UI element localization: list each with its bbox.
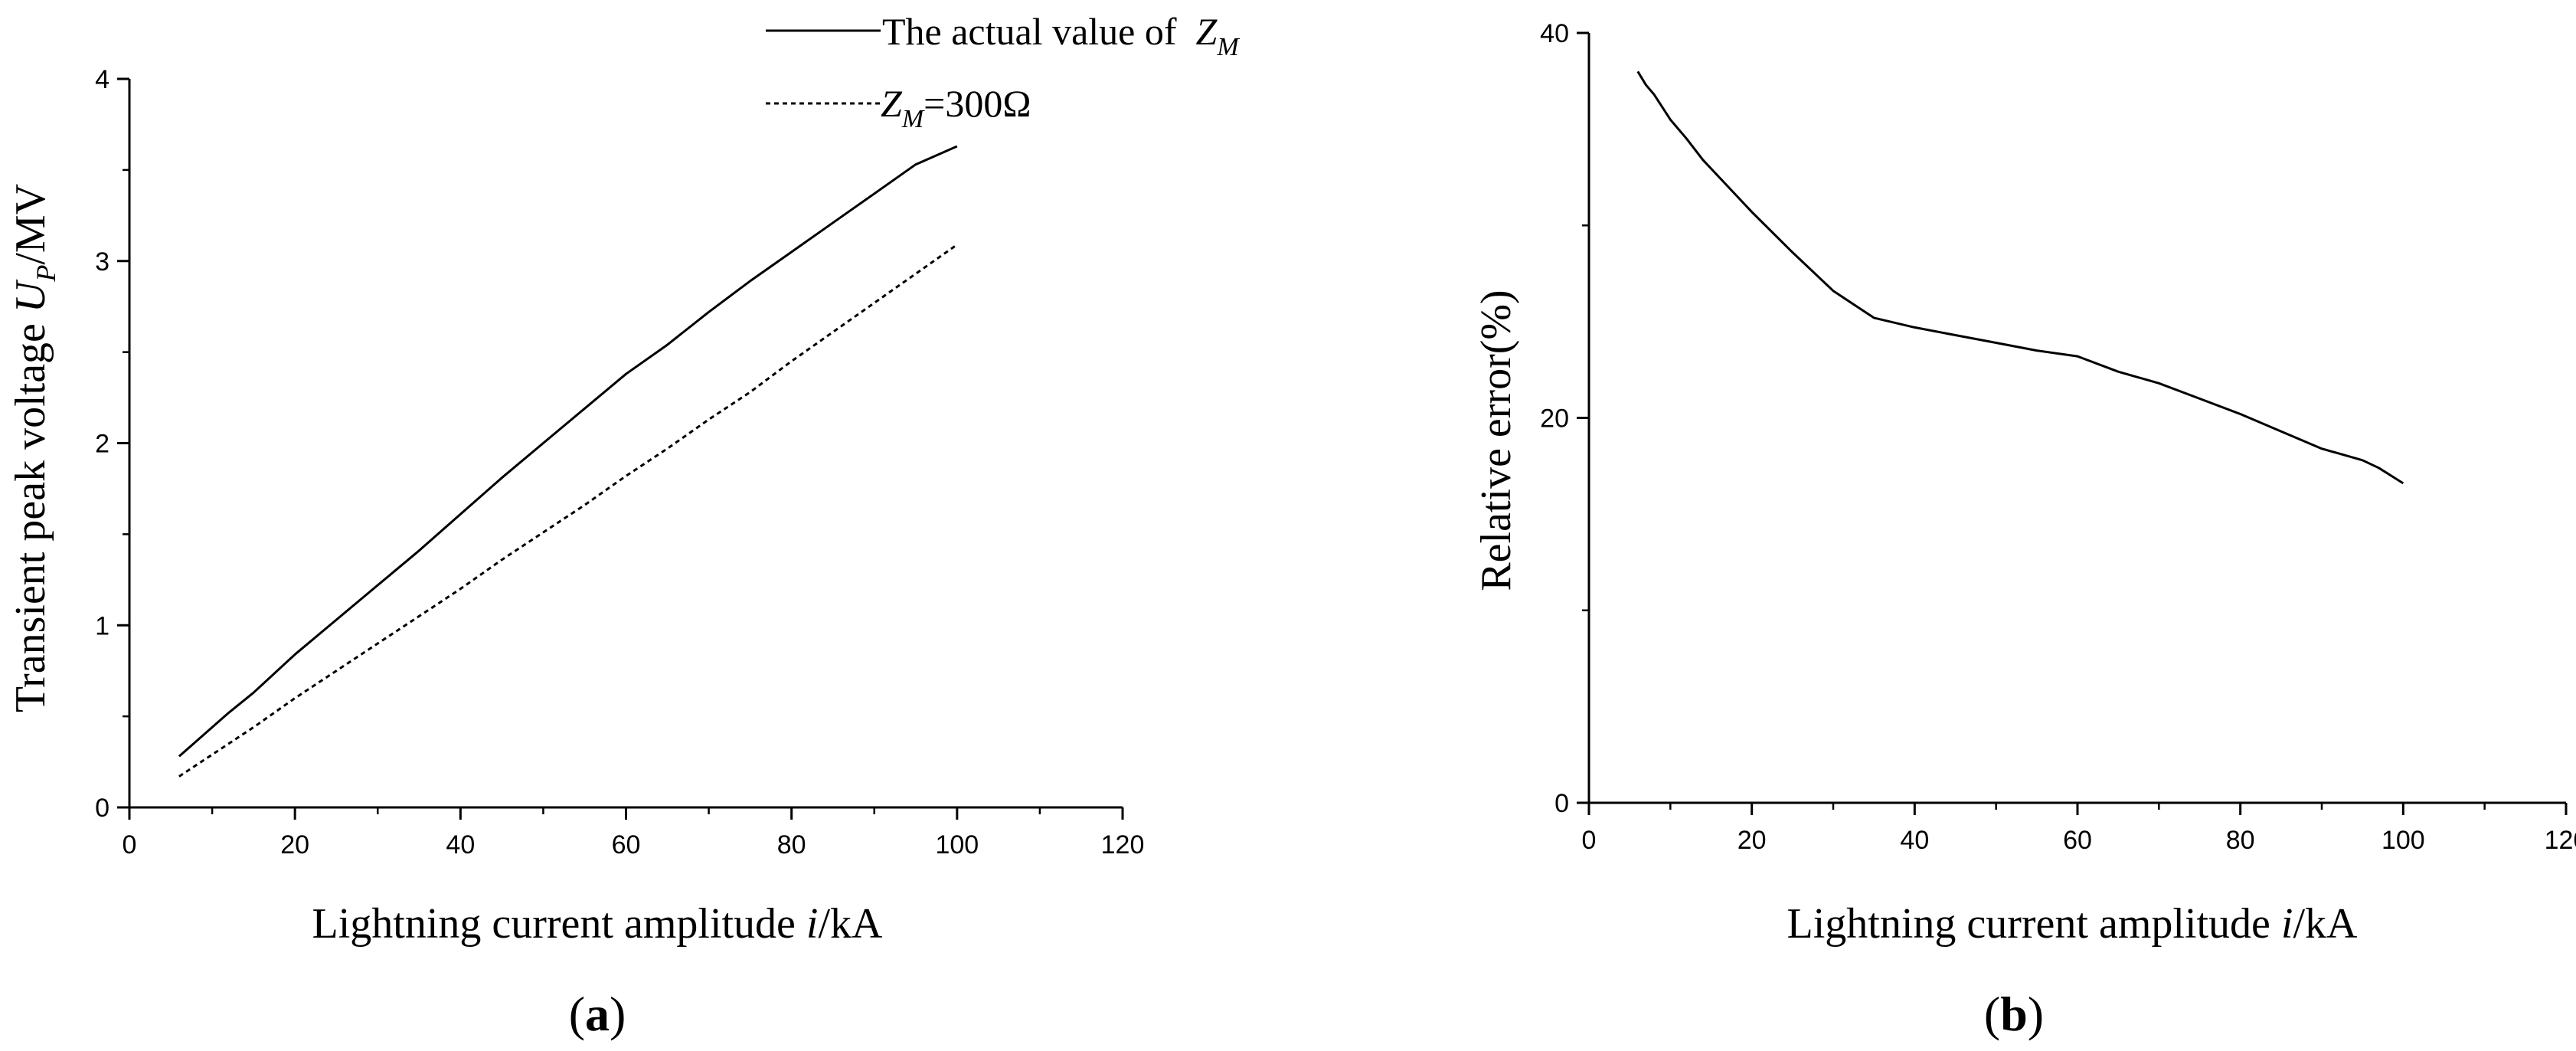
panel-a-ylabel-text: Transient peak voltage	[7, 313, 54, 712]
panel-a-y-tick-label: 2	[95, 430, 110, 459]
panel-b-y-tick-label: 0	[1554, 789, 1569, 818]
panel-a-x-tick-label: 60	[612, 830, 641, 859]
legend-entry-300ohm-sub: M	[901, 105, 925, 133]
panel-b-x-tick-label: 0	[1582, 826, 1597, 855]
panel-a-label-letter: a	[585, 987, 610, 1041]
panel-a-ylabel-var: U	[7, 279, 54, 313]
legend-entry-actual-sub: M	[1216, 33, 1240, 61]
chart-panel-a: 0 20 40 60 80 100 120 0 1 2 3 4 The actual value of…	[7, 10, 1240, 1041]
panel-a-ylabel-unit: /MV	[7, 184, 54, 265]
panel-b-y-axis-title: Relative error(%)	[1473, 290, 1520, 591]
panel-a-y-tick-label: 0	[95, 794, 110, 823]
legend-entry-actual-prefix: The actual value of	[882, 10, 1196, 53]
panel-b-y-tick-label: 20	[1540, 404, 1569, 434]
legend-entry-actual: The actual value of ZM	[882, 10, 1240, 61]
legend-entry-actual-var: Z	[1196, 10, 1218, 53]
panel-a-x-axis-title: Lightning current amplitude i/kA	[312, 900, 884, 948]
chart-panel-b: 0 20 40 60 80 100 120 0 20 40 Lightning current a…	[1473, 19, 2576, 1041]
panel-b-xlabel-var: i	[2281, 900, 2293, 948]
panel-a-y-tick-label: 1	[95, 611, 110, 640]
panel-b-label-letter: b	[2000, 987, 2028, 1041]
panel-a-x-tick-label: 100	[935, 830, 979, 859]
panel-b-x-axis-title: Lightning current amplitude i/kA	[1787, 900, 2359, 948]
panel-b-x-tick-label: 20	[1737, 826, 1767, 855]
panel-a-series	[178, 145, 958, 778]
legend-entry-300ohm: ZM=300Ω	[881, 82, 1031, 133]
panel-b-xlabel-unit: /kA	[2293, 900, 2358, 948]
panel-b-series-line-1	[1636, 70, 2404, 485]
panel-b-x-tick-label: 120	[2545, 826, 2576, 855]
panel-b-x-tick-label: 40	[1900, 826, 1929, 855]
legend-entry-300ohm-var: Z	[881, 82, 903, 125]
panel-b-series	[1636, 70, 2404, 485]
panel-a-x-tick-label: 0	[123, 830, 137, 859]
panel-a-x-tick-label: 120	[1101, 830, 1145, 859]
legend-entry-300ohm-suffix: =300Ω	[924, 82, 1031, 125]
panel-a-label: (a)	[569, 987, 626, 1041]
panel-a-xlabel-text: Lightning current amplitude	[312, 900, 806, 948]
panel-b-x-tick-label: 60	[2063, 826, 2092, 855]
panel-a-ylabel-sub: P	[31, 265, 61, 283]
panel-a-y-tick-label: 4	[95, 65, 110, 94]
panel-b-xlabel-text: Lightning current amplitude	[1787, 900, 2281, 948]
panel-b-y-tick-label: 40	[1540, 19, 1569, 48]
panel-a-y-axis-title: Transient peak voltage UP/MV	[7, 184, 61, 712]
panel-a-series-line-2	[178, 244, 958, 778]
panel-b-label: (b)	[1984, 987, 2044, 1041]
panel-b-ticks: 0 20 40 60 80 100 120 0 20 40	[1540, 19, 2576, 855]
panel-b-x-tick-label: 100	[2381, 826, 2425, 855]
panel-a-xlabel-var: i	[806, 900, 819, 948]
panel-a-xlabel-unit: /kA	[818, 900, 883, 948]
panel-b-x-tick-label: 80	[2226, 826, 2255, 855]
panel-a-y-tick-label: 3	[95, 247, 110, 277]
panel-a-x-tick-label: 80	[777, 830, 806, 859]
panel-a-ticks: 0 20 40 60 80 100 120 0 1 2 3 4	[95, 65, 1144, 859]
panel-a-legend: The actual value of ZM ZM=300Ω	[766, 10, 1240, 133]
panel-a-x-tick-label: 40	[446, 830, 475, 859]
panel-a-series-line-1	[178, 145, 958, 758]
panel-a-x-tick-label: 20	[280, 830, 309, 859]
